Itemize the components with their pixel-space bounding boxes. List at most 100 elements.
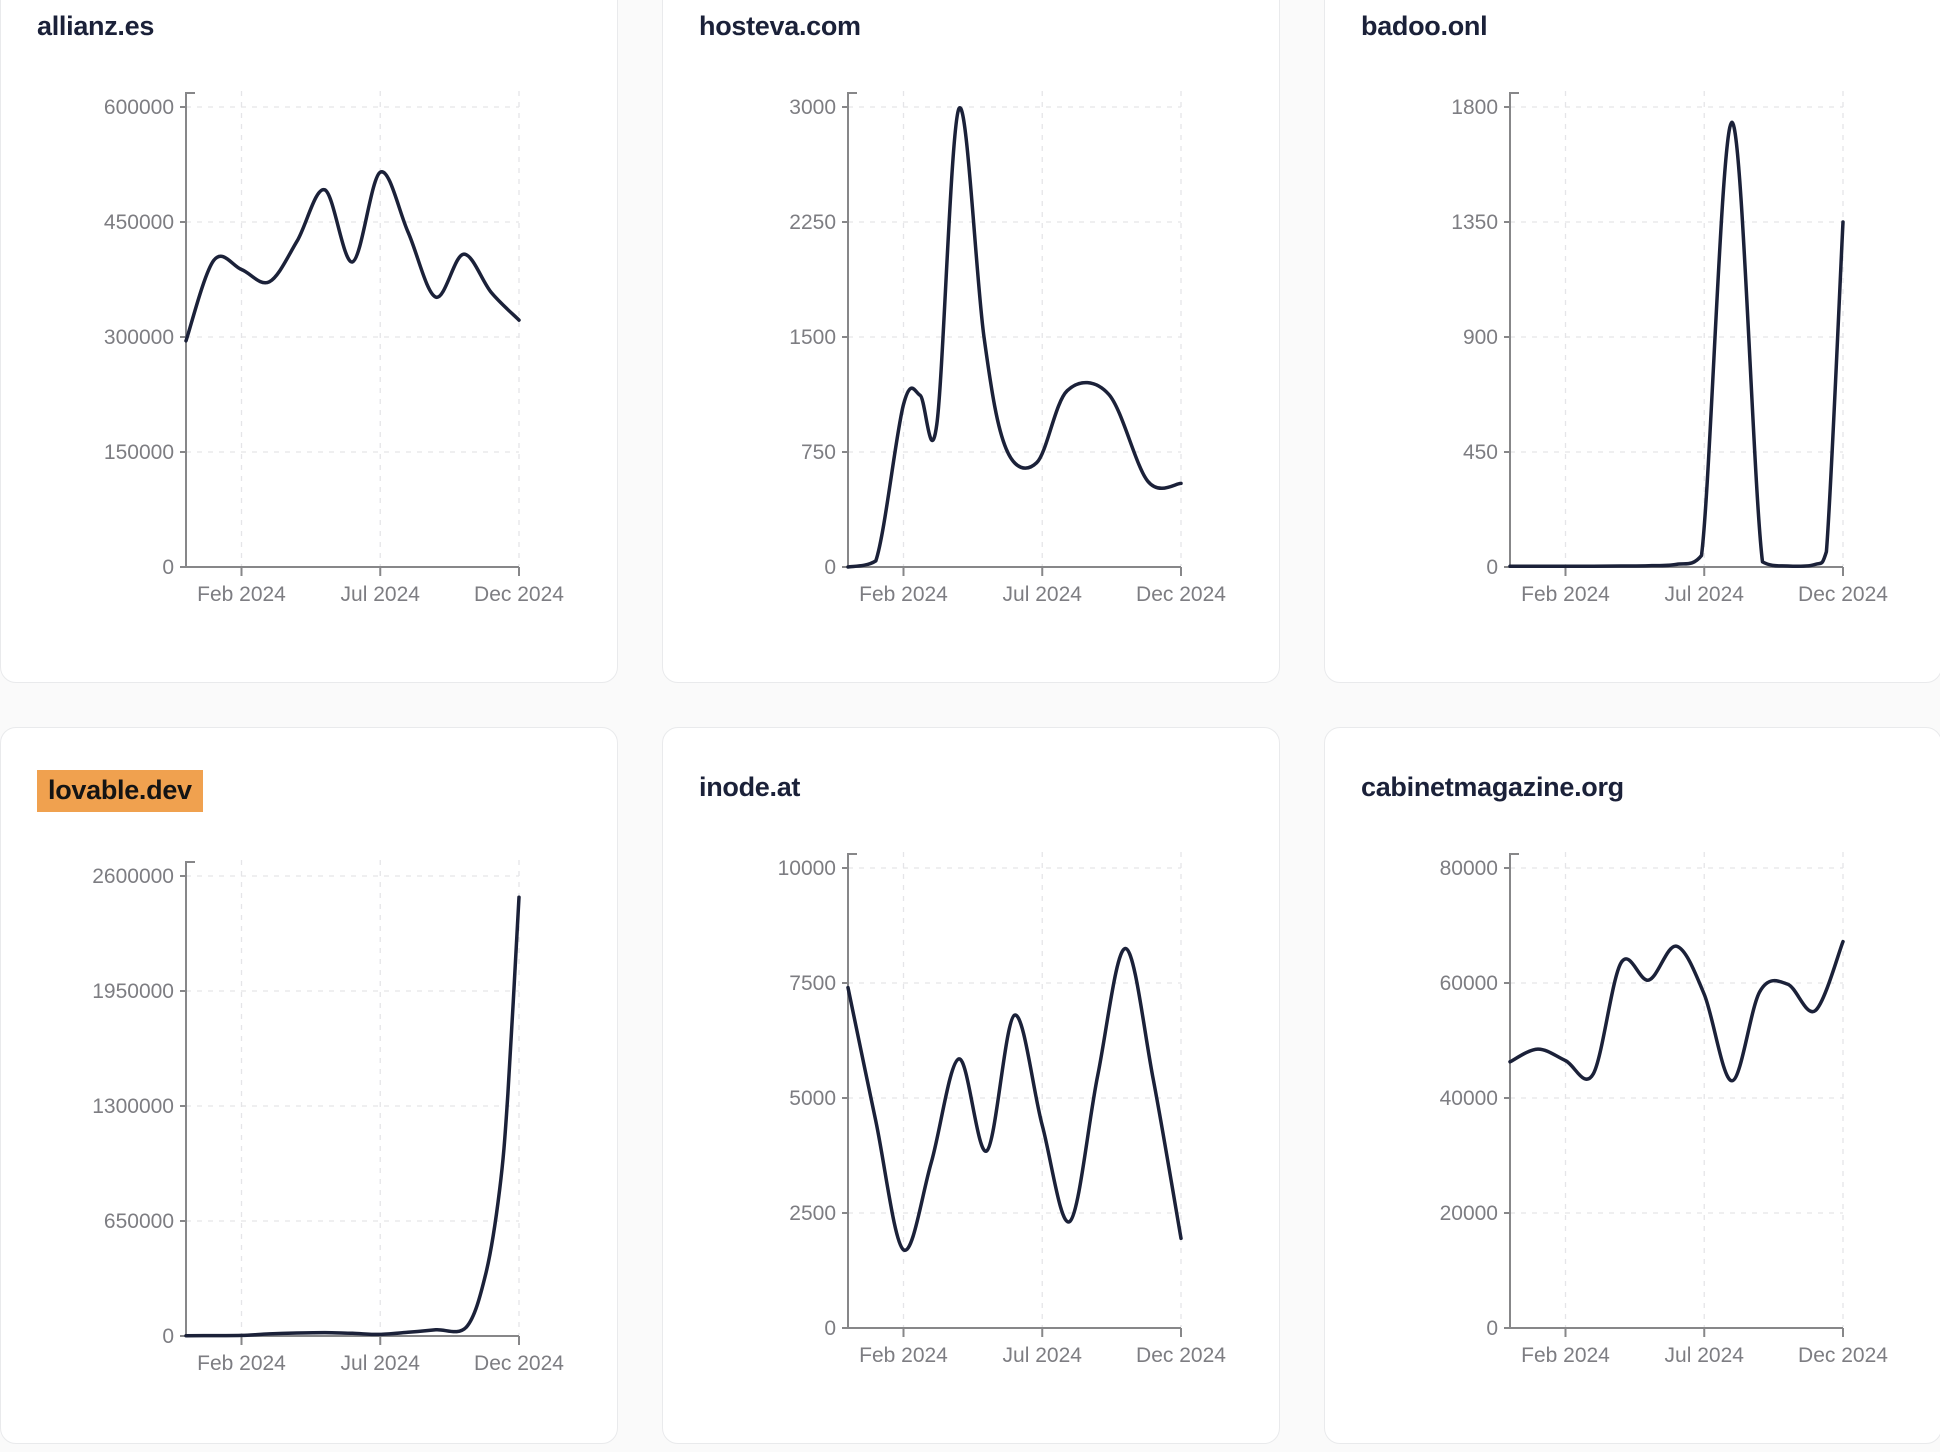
y-axis-tick-label: 0 xyxy=(162,1325,174,1348)
gridlines xyxy=(186,91,520,566)
x-axis-tick-label: Feb 2024 xyxy=(859,583,948,606)
y-axis-tick-label: 0 xyxy=(824,1317,836,1340)
chart-card: badoo.onl 0 450 900 1350 1800 Feb 2024 Jul 202… xyxy=(1324,0,1940,683)
chart-title-text: badoo.onl xyxy=(1361,11,1488,41)
y-axis-tick-label: 7500 xyxy=(789,972,836,995)
y-axis-tick-label: 0 xyxy=(162,556,174,579)
gridlines xyxy=(1510,91,1844,566)
y-axis-tick-label: 150000 xyxy=(104,441,174,464)
axes xyxy=(1504,853,1844,1337)
line-chart-svg: 0 750 1500 2250 3000 Feb 2024 Jul 2024 Dec 2024 xyxy=(789,91,1226,606)
y-axis-tick-label: 60000 xyxy=(1440,972,1498,995)
y-axis-tick-label: 2250 xyxy=(789,211,836,234)
y-axis-tick-label: 1950000 xyxy=(92,980,174,1003)
axis-spine xyxy=(185,861,519,1337)
chart-title: cabinetmagazine.org xyxy=(1361,770,1905,804)
x-axis-tick-label: Jul 2024 xyxy=(1003,583,1083,606)
gridlines xyxy=(186,860,520,1335)
tick-labels: 0 2500 5000 7500 10000 Feb 2024 Jul 2024 Dec 20… xyxy=(778,857,1227,1367)
x-axis-tick-label: Jul 2024 xyxy=(1003,1344,1083,1367)
gridlines xyxy=(1510,852,1844,1327)
y-axis-tick-label: 750 xyxy=(801,441,836,464)
axes xyxy=(1504,92,1844,576)
y-axis-tick-label: 5000 xyxy=(789,1087,836,1110)
line-chart-svg: 0 150000 300000 450000 600000 Feb 2024 Jul 202… xyxy=(104,91,564,606)
y-axis-tick-label: 900 xyxy=(1463,326,1498,349)
chart-card: cabinetmagazine.org 0 20000 40000 60000 8000… xyxy=(1324,727,1940,1444)
axes xyxy=(180,861,520,1345)
gridlines xyxy=(848,852,1182,1327)
chart-title: inode.at xyxy=(699,770,1243,804)
x-axis-tick-label: Feb 2024 xyxy=(197,583,286,606)
gridlines xyxy=(848,91,1182,566)
x-axis-tick-label: Jul 2024 xyxy=(1665,583,1745,606)
series-line xyxy=(184,170,521,343)
y-axis-tick-label: 3000 xyxy=(789,96,836,119)
x-axis-tick-label: Jul 2024 xyxy=(341,583,421,606)
x-axis-tick-label: Feb 2024 xyxy=(859,1344,948,1367)
y-axis-tick-label: 0 xyxy=(1486,556,1498,579)
series-line xyxy=(846,106,1183,569)
chart-title: allianz.es xyxy=(37,9,581,43)
tick-labels: 0 450 900 1350 1800 Feb 2024 Jul 2024 Dec 2024 xyxy=(1451,96,1888,606)
chart-title-text: lovable.dev xyxy=(37,770,203,812)
axis-spine xyxy=(1509,853,1843,1329)
x-axis-tick-label: Dec 2024 xyxy=(1798,1344,1888,1367)
tick-labels: 0 650000 1300000 1950000 2600000 Feb 2024 Jul … xyxy=(92,865,564,1375)
y-axis-tick-label: 2600000 xyxy=(92,865,174,888)
chart-title-text: cabinetmagazine.org xyxy=(1361,772,1624,802)
axis-spine xyxy=(847,853,1181,1329)
y-axis-tick-label: 40000 xyxy=(1440,1087,1498,1110)
axis-spine xyxy=(1509,92,1843,568)
line-chart-svg: 0 20000 40000 60000 80000 Feb 2024 Jul 2024 Dec… xyxy=(1440,852,1889,1367)
x-axis-tick-label: Feb 2024 xyxy=(1521,583,1610,606)
y-axis-tick-label: 10000 xyxy=(778,857,836,880)
y-axis-tick-label: 1800 xyxy=(1451,96,1498,119)
axis-spine xyxy=(185,92,519,568)
line-chart-svg: 0 450 900 1350 1800 Feb 2024 Jul 2024 Dec 2024 xyxy=(1451,91,1888,606)
y-axis-tick-label: 650000 xyxy=(104,1210,174,1233)
y-axis-tick-label: 600000 xyxy=(104,96,174,119)
x-axis-tick-label: Feb 2024 xyxy=(197,1352,286,1375)
x-axis-tick-label: Dec 2024 xyxy=(474,583,564,606)
y-axis-tick-label: 1300000 xyxy=(92,1095,174,1118)
y-axis-tick-label: 0 xyxy=(1486,1317,1498,1340)
x-axis-tick-label: Feb 2024 xyxy=(1521,1344,1610,1367)
x-axis-tick-label: Dec 2024 xyxy=(1136,1344,1226,1367)
y-axis-tick-label: 300000 xyxy=(104,326,174,349)
series-line xyxy=(1508,120,1845,569)
y-axis-tick-label: 450 xyxy=(1463,441,1498,464)
y-axis-tick-label: 1350 xyxy=(1451,211,1498,234)
series-line xyxy=(846,946,1183,1252)
x-axis-tick-label: Dec 2024 xyxy=(474,1352,564,1375)
chart-title-text: hosteva.com xyxy=(699,11,861,41)
line-chart-svg: 0 650000 1300000 1950000 2600000 Feb 2024 Jul … xyxy=(92,860,564,1375)
y-axis-tick-label: 20000 xyxy=(1440,1202,1498,1225)
x-axis-tick-label: Jul 2024 xyxy=(1665,1344,1745,1367)
chart-card: inode.at 0 2500 5000 7500 10000 Feb 2024 Jul 2… xyxy=(662,727,1280,1444)
y-axis-tick-label: 450000 xyxy=(104,211,174,234)
line-chart-svg: 0 2500 5000 7500 10000 Feb 2024 Jul 2024 Dec 20… xyxy=(778,852,1227,1367)
series-line xyxy=(1508,939,1845,1083)
chart-card: allianz.es 0 150000 300000 450000 600000 Feb … xyxy=(0,0,618,683)
y-axis-tick-label: 1500 xyxy=(789,326,836,349)
y-axis-tick-label: 2500 xyxy=(789,1202,836,1225)
chart-card: hosteva.com 0 750 1500 2250 3000 Feb 2024 Jul … xyxy=(662,0,1280,683)
x-axis-tick-label: Jul 2024 xyxy=(341,1352,421,1375)
chart-card: lovable.dev 0 650000 1300000 1950000 2600000… xyxy=(0,727,618,1444)
axes xyxy=(842,853,1182,1337)
series-line xyxy=(184,895,521,1338)
tick-labels: 0 150000 300000 450000 600000 Feb 2024 Jul 202… xyxy=(104,96,564,606)
x-axis-tick-label: Dec 2024 xyxy=(1136,583,1226,606)
chart-title: badoo.onl xyxy=(1361,9,1905,43)
tick-labels: 0 750 1500 2250 3000 Feb 2024 Jul 2024 Dec 2024 xyxy=(789,96,1226,606)
chart-title-text: inode.at xyxy=(699,772,801,802)
chart-title: hosteva.com xyxy=(699,9,1243,43)
tick-labels: 0 20000 40000 60000 80000 Feb 2024 Jul 2024 Dec… xyxy=(1440,857,1889,1367)
y-axis-tick-label: 80000 xyxy=(1440,857,1498,880)
axes xyxy=(180,92,520,576)
chart-title-text: allianz.es xyxy=(37,11,155,41)
axes xyxy=(842,92,1182,576)
x-axis-tick-label: Dec 2024 xyxy=(1798,583,1888,606)
